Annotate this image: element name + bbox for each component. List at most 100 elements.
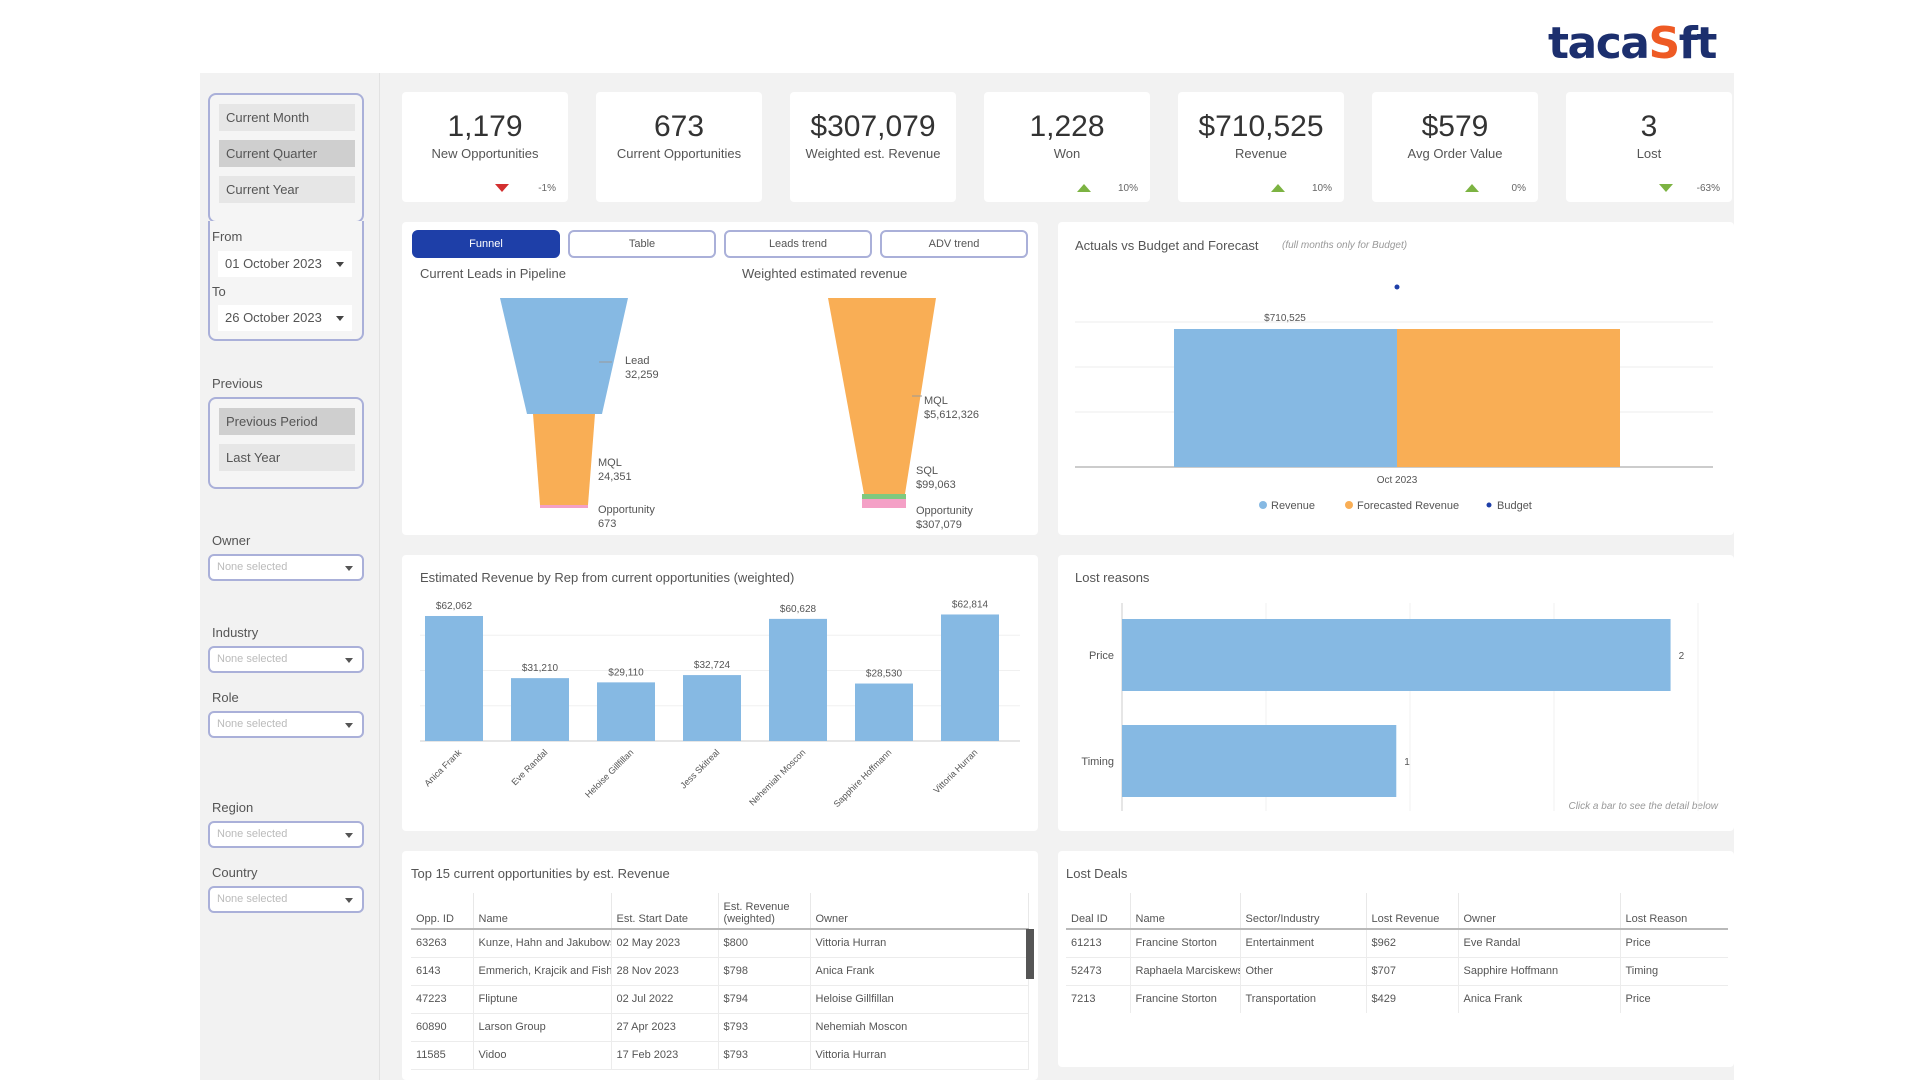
- bar-value-label: $31,210: [522, 663, 559, 674]
- cell: Kunze, Hahn and Jakubowski: [473, 929, 612, 958]
- table-row[interactable]: 52473 Raphaela Marciskewski Other $707 Sapph…: [1066, 957, 1728, 986]
- forecast-bar[interactable]: [1397, 329, 1620, 467]
- table-row[interactable]: 60890 Larson Group 27 Apr 2023 $793 Nehemiah…: [411, 1013, 1029, 1042]
- x-tick-label: Anica Frank: [422, 747, 463, 788]
- col-name[interactable]: Name: [473, 893, 612, 930]
- budget-point[interactable]: [1394, 284, 1400, 290]
- cell: $794: [718, 985, 811, 1014]
- mql-funnel-stage[interactable]: [533, 414, 595, 505]
- previous-selector: Previous Period Last Year: [208, 397, 364, 489]
- bar-value-label: $62,062: [436, 601, 473, 612]
- region-label: Region: [212, 800, 254, 815]
- kpi-change: -1%: [538, 183, 556, 194]
- kpi-weighted-revenue: $307,079 Weighted est. Revenue: [790, 92, 956, 202]
- sql-revenue-stage[interactable]: [862, 494, 906, 499]
- period-selector: Current Month Current Quarter Current Ye…: [208, 93, 364, 223]
- tab-funnel[interactable]: Funnel: [412, 230, 560, 258]
- revenue-bar[interactable]: [1174, 329, 1397, 467]
- col-deal-id[interactable]: Deal ID: [1066, 893, 1131, 930]
- col-name[interactable]: Name: [1130, 893, 1241, 930]
- country-dropdown[interactable]: None selected: [208, 886, 364, 913]
- lead-funnel-stage[interactable]: [500, 298, 628, 414]
- legend-forecast[interactable]: Forecasted Revenue: [1357, 500, 1459, 512]
- role-dropdown[interactable]: None selected: [208, 711, 364, 738]
- lost-reason-bar[interactable]: [1122, 725, 1397, 797]
- legend-revenue-dot: [1259, 501, 1267, 509]
- trend-down-icon: [1659, 184, 1673, 192]
- cell: Raphaela Marciskewski: [1130, 957, 1241, 986]
- col-lost-reason[interactable]: Lost Reason: [1620, 893, 1728, 930]
- table-row[interactable]: 11585 Vidoo 17 Feb 2023 $793 Vittoria Hurran: [411, 1041, 1029, 1070]
- table-row[interactable]: 47223 Fliptune 02 Jul 2022 $794 Heloise Gill…: [411, 985, 1029, 1014]
- col-lost-revenue[interactable]: Lost Revenue: [1366, 893, 1459, 930]
- kpi-lost: 3 Lost -63%: [1566, 92, 1732, 202]
- table-row[interactable]: 63263 Kunze, Hahn and Jakubowski 02 May 20…: [411, 929, 1029, 958]
- trend-up-icon: [1077, 184, 1091, 192]
- kpi-value: 673: [653, 110, 705, 143]
- rep-revenue-bar[interactable]: [683, 675, 741, 741]
- rep-revenue-bar[interactable]: [941, 614, 999, 741]
- current-quarter-button[interactable]: Current Quarter: [219, 140, 355, 167]
- col-owner[interactable]: Owner: [1458, 893, 1621, 930]
- tab-leads-trend[interactable]: Leads trend: [724, 230, 872, 258]
- industry-label: Industry: [212, 625, 259, 640]
- kpi-change: -63%: [1696, 183, 1720, 194]
- current-year-button[interactable]: Current Year: [219, 176, 355, 203]
- col-start-date[interactable]: Est. Start Date: [611, 893, 719, 930]
- tab-adv-trend[interactable]: ADV trend: [880, 230, 1028, 258]
- col-est-revenue[interactable]: Est. Revenue (weighted): [718, 893, 811, 930]
- rep-revenue-bar[interactable]: [511, 678, 569, 741]
- owner-dropdown[interactable]: None selected: [208, 554, 364, 581]
- last-year-button[interactable]: Last Year: [219, 444, 355, 471]
- bar-value-label: 2: [1679, 651, 1685, 662]
- kpi-value: 1,179: [447, 110, 523, 143]
- col-sector[interactable]: Sector/Industry: [1240, 893, 1367, 930]
- mql-revenue-stage[interactable]: [828, 298, 936, 494]
- opportunity-stage-name: Opportunity: [598, 504, 655, 516]
- region-dropdown[interactable]: None selected: [208, 821, 364, 848]
- cell: Price: [1620, 929, 1728, 958]
- opportunity-revenue-name: Opportunity: [916, 505, 973, 517]
- from-date-input[interactable]: 01 October 2023: [218, 251, 352, 277]
- rep-revenue-bar[interactable]: [425, 615, 483, 741]
- opportunity-funnel-stage[interactable]: [540, 505, 588, 508]
- table-row[interactable]: 6143 Emmerich, Krajcik and Fisher 28 Nov 2…: [411, 957, 1029, 986]
- previous-period-button[interactable]: Previous Period: [219, 408, 355, 435]
- bar-value-label: $60,628: [780, 604, 817, 615]
- leads-funnel-title: Current Leads in Pipeline: [420, 266, 566, 281]
- current-month-button[interactable]: Current Month: [219, 104, 355, 131]
- country-label: Country: [212, 865, 258, 880]
- legend-budget[interactable]: Budget: [1497, 500, 1532, 512]
- cell: 60890: [411, 1013, 474, 1042]
- rep-revenue-bar[interactable]: [597, 682, 655, 741]
- table-row[interactable]: 7213 Francine Storton Transportation $429 An…: [1066, 985, 1728, 1013]
- to-date-input[interactable]: 26 October 2023: [218, 305, 352, 331]
- lost-reason-bar[interactable]: [1122, 619, 1671, 691]
- kpi-label: New Opportunities: [431, 146, 539, 161]
- kpi-label: Weighted est. Revenue: [805, 146, 941, 161]
- legend-revenue[interactable]: Revenue: [1271, 500, 1315, 512]
- funnel-card: [402, 222, 1038, 535]
- rep-revenue-bar[interactable]: [769, 618, 827, 741]
- kpi-avg-order-value: $579 Avg Order Value 0%: [1372, 92, 1538, 202]
- col-owner[interactable]: Owner: [810, 893, 1029, 930]
- y-tick-label: Timing: [1081, 756, 1114, 768]
- opportunity-revenue-stage[interactable]: [862, 499, 906, 508]
- tab-table[interactable]: Table: [568, 230, 716, 258]
- table-row[interactable]: 61213 Francine Storton Entertainment $962 Ev…: [1066, 929, 1728, 958]
- cell: Fliptune: [473, 985, 612, 1014]
- to-label: To: [212, 284, 226, 299]
- x-tick-label: Jess Skitreal: [678, 747, 721, 790]
- actuals-chart: Actuals vs Budget and Forecast (full mon…: [1075, 238, 1713, 512]
- cell: Heloise Gillfillan: [810, 985, 1029, 1014]
- col-opp-id[interactable]: Opp. ID: [411, 893, 474, 930]
- cell: Timing: [1620, 957, 1728, 986]
- table-scrollbar[interactable]: [1026, 929, 1034, 979]
- industry-dropdown[interactable]: None selected: [208, 646, 364, 673]
- cell: 7213: [1066, 985, 1131, 1013]
- rep-revenue-bar[interactable]: [855, 683, 913, 741]
- cell: 17 Feb 2023: [611, 1041, 719, 1070]
- kpi-label: Avg Order Value: [1407, 146, 1503, 161]
- actuals-chart-title: Actuals vs Budget and Forecast: [1075, 238, 1259, 253]
- kpi-revenue: $710,525 Revenue 10%: [1178, 92, 1344, 202]
